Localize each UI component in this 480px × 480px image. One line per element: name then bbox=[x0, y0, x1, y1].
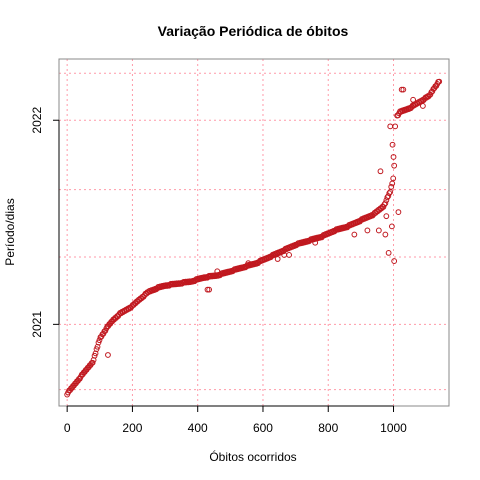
data-point bbox=[388, 183, 395, 190]
data-point bbox=[211, 273, 217, 280]
x-tick-label-4: 800 bbox=[318, 421, 338, 435]
data-point-outlier bbox=[390, 154, 397, 160]
data-point-outlier bbox=[351, 231, 358, 238]
data-point bbox=[387, 189, 394, 195]
x-tick-label-0: 0 bbox=[64, 421, 71, 435]
x-tick-label-3: 600 bbox=[253, 421, 273, 435]
data-point-outlier bbox=[391, 258, 398, 264]
x-tick-label-2: 400 bbox=[188, 421, 208, 435]
y-tick-label-1: 2022 bbox=[30, 107, 44, 134]
x-axis-label: Óbitos ocorridos bbox=[209, 449, 296, 464]
y-tick-label-0: 2021 bbox=[30, 311, 44, 338]
data-point-outlier bbox=[395, 209, 402, 215]
data-point-outlier bbox=[400, 86, 407, 93]
data-point-outlier bbox=[274, 256, 281, 262]
data-point-outlier bbox=[398, 86, 405, 93]
grid bbox=[59, 59, 449, 406]
data-point bbox=[390, 175, 397, 182]
y-axis: 2021 2022 bbox=[30, 107, 60, 338]
x-axis: 0 200 400 600 800 1000 bbox=[64, 405, 407, 435]
data-points bbox=[64, 78, 443, 398]
data-point-outlier bbox=[364, 227, 371, 234]
data-point-outlier bbox=[410, 96, 417, 103]
y-axis-label: Período/dias bbox=[3, 198, 17, 265]
data-point bbox=[382, 200, 389, 207]
data-point-outlier bbox=[387, 123, 394, 130]
data-point-outlier bbox=[419, 103, 426, 109]
data-point-outlier bbox=[383, 213, 390, 220]
x-tick-label-5: 1000 bbox=[380, 421, 407, 435]
data-point bbox=[185, 279, 192, 286]
data-point bbox=[391, 162, 398, 169]
data-point-outlier bbox=[105, 352, 111, 358]
data-point bbox=[89, 359, 96, 366]
x-tick-label-1: 200 bbox=[122, 421, 142, 435]
chart-title: Variação Periódica de óbitos bbox=[158, 23, 349, 39]
plot-frame bbox=[58, 58, 450, 407]
data-point-outlier bbox=[385, 250, 392, 256]
data-point-outlier bbox=[375, 227, 382, 234]
data-point-outlier bbox=[204, 286, 211, 293]
data-point-outlier bbox=[392, 123, 399, 130]
data-point-outlier bbox=[389, 141, 396, 148]
data-point-outlier bbox=[382, 231, 389, 238]
data-point bbox=[386, 190, 393, 197]
data-point-outlier bbox=[286, 252, 292, 258]
data-point-outlier bbox=[214, 268, 221, 275]
data-point-outlier bbox=[206, 286, 213, 293]
data-point-outlier bbox=[388, 223, 395, 230]
data-point bbox=[436, 78, 443, 85]
data-point-outlier bbox=[377, 168, 384, 175]
data-point-outlier bbox=[312, 239, 319, 246]
data-point-outlier bbox=[245, 260, 252, 267]
